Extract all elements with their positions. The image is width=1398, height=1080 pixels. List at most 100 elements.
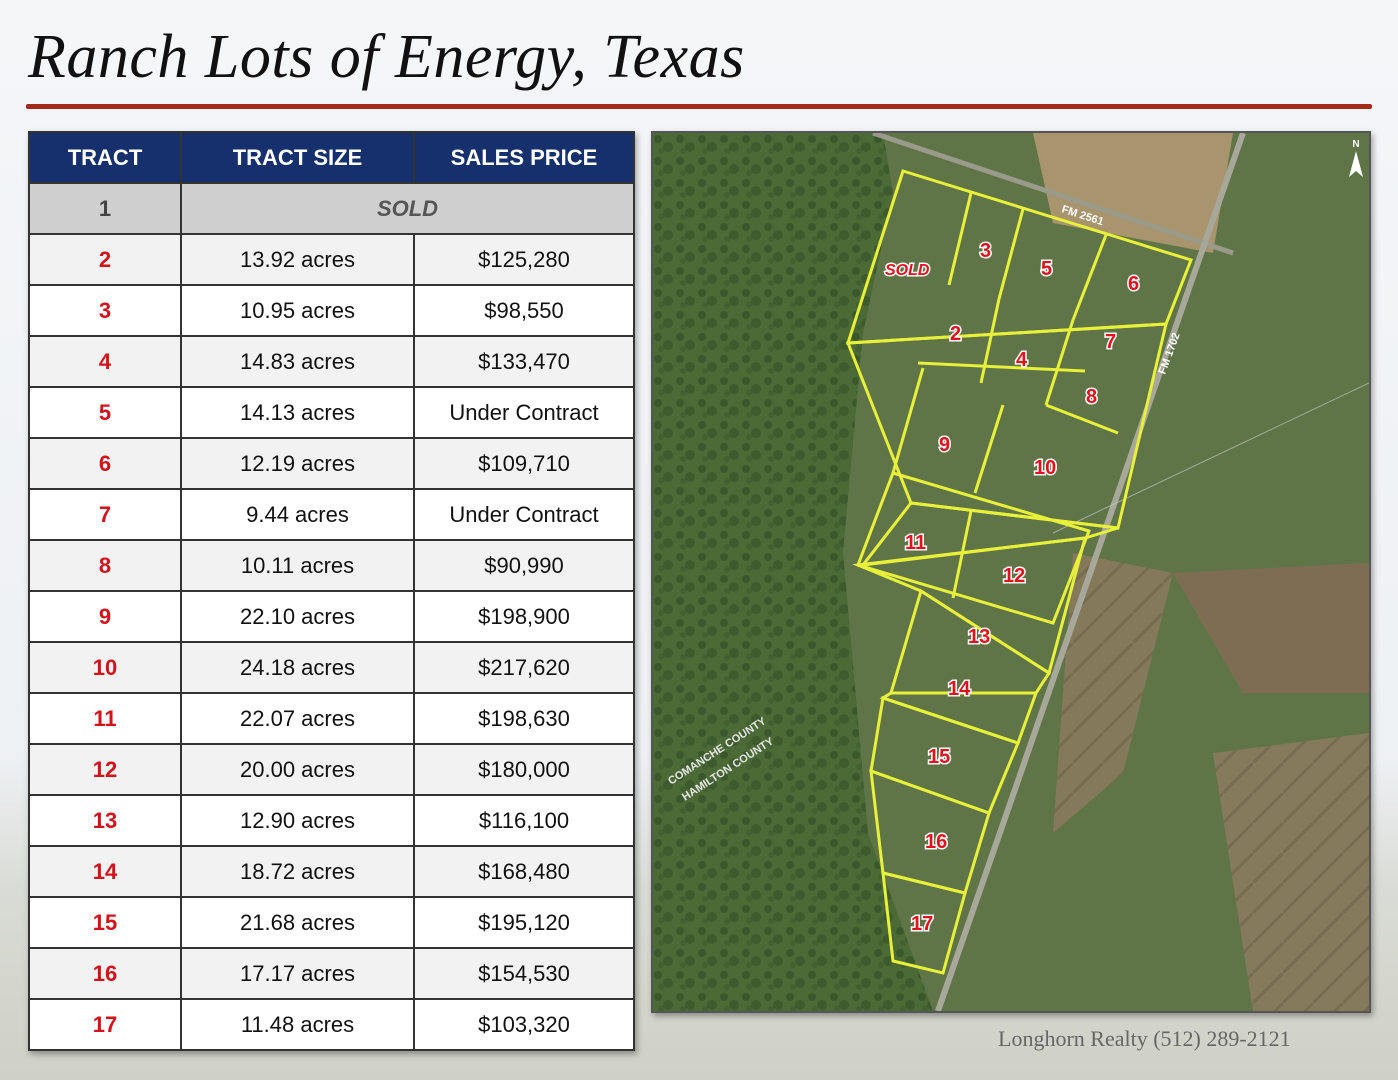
map-label-tract-9: 9 <box>939 434 950 456</box>
tract-number: 4 <box>28 335 182 388</box>
tract-number: 15 <box>28 896 182 949</box>
tract-number-labels: SOLD 2 3 4 5 6 7 8 9 10 11 12 13 14 15 1… <box>884 239 1141 937</box>
table-row: 5 14.13 acres Under Contract <box>28 386 635 439</box>
table-row: 9 22.10 acres $198,900 <box>28 590 635 643</box>
map-label-tract-15: 15 <box>928 746 950 768</box>
map-label-tract-12: 12 <box>1003 565 1025 587</box>
sales-price: $168,480 <box>413 845 635 898</box>
table-row: 7 9.44 acres Under Contract <box>28 488 635 541</box>
sales-price: $195,120 <box>413 896 635 949</box>
tract-size: 14.13 acres <box>180 386 415 439</box>
table-row: 4 14.83 acres $133,470 <box>28 335 635 388</box>
tract-number: 6 <box>28 437 182 490</box>
map-svg: SOLD 2 3 4 5 6 7 8 9 10 11 12 13 14 15 1… <box>653 133 1369 1011</box>
tract-number: 17 <box>28 998 182 1051</box>
sales-price: $125,280 <box>413 233 635 286</box>
tract-size: 11.48 acres <box>180 998 415 1051</box>
tract-size: 18.72 acres <box>180 845 415 898</box>
map-label-tract-3: 3 <box>980 240 991 262</box>
tract-number: 5 <box>28 386 182 439</box>
field-north <box>1033 133 1233 253</box>
aerial-tract-map: SOLD 2 3 4 5 6 7 8 9 10 11 12 13 14 15 1… <box>651 131 1371 1013</box>
tract-size: 10.11 acres <box>180 539 415 592</box>
tract-price-table: TRACT TRACT SIZE SALES PRICE 1 SOLD 2 13.… <box>28 131 635 1051</box>
tract-number: 2 <box>28 233 182 286</box>
table-row: 8 10.11 acres $90,990 <box>28 539 635 592</box>
tract-size: 12.90 acres <box>180 794 415 847</box>
table-row: 16 17.17 acres $154,530 <box>28 947 635 1000</box>
tract-size: 12.19 acres <box>180 437 415 490</box>
tract-number: 14 <box>28 845 182 898</box>
sales-price: Under Contract <box>413 386 635 439</box>
map-label-tract-13: 13 <box>968 626 990 648</box>
tract-size: 17.17 acres <box>180 947 415 1000</box>
sales-price: $133,470 <box>413 335 635 388</box>
table-row: 11 22.07 acres $198,630 <box>28 692 635 745</box>
sales-price: $217,620 <box>413 641 635 694</box>
tract-size: 22.07 acres <box>180 692 415 745</box>
table-row: 10 24.18 acres $217,620 <box>28 641 635 694</box>
map-label-tract-8: 8 <box>1086 386 1097 408</box>
road-fm2561 <box>872 133 1234 256</box>
sold-status: SOLD <box>180 182 635 235</box>
tract-number: 10 <box>28 641 182 694</box>
tract-size: 14.83 acres <box>180 335 415 388</box>
tract-number: 3 <box>28 284 182 337</box>
header-tract: TRACT <box>28 131 182 184</box>
header-tract-size: TRACT SIZE <box>180 131 415 184</box>
table-header-row: TRACT TRACT SIZE SALES PRICE <box>28 131 635 184</box>
tract-size: 22.10 acres <box>180 590 415 643</box>
tract-size: 21.68 acres <box>180 896 415 949</box>
tract-size: 20.00 acres <box>180 743 415 796</box>
sales-price: $198,630 <box>413 692 635 745</box>
north-arrow-icon: N <box>1349 139 1363 177</box>
table-row: 13 12.90 acres $116,100 <box>28 794 635 847</box>
sales-price: $116,100 <box>413 794 635 847</box>
map-label-tract-17: 17 <box>911 913 933 935</box>
map-label-tract-7: 7 <box>1105 331 1116 353</box>
sales-price: $198,900 <box>413 590 635 643</box>
table-row: 1 SOLD <box>28 182 635 235</box>
field-east-2 <box>1173 563 1369 693</box>
tract-number: 11 <box>28 692 182 745</box>
sales-price: $103,320 <box>413 998 635 1051</box>
tract-number: 8 <box>28 539 182 592</box>
tract-number: 1 <box>28 182 182 235</box>
sold-map-label: SOLD <box>885 262 930 279</box>
title-divider <box>26 104 1372 109</box>
field-east-3 <box>1213 733 1369 1011</box>
map-label-tract-14: 14 <box>948 678 971 700</box>
sales-price: Under Contract <box>413 488 635 541</box>
map-label-tract-4: 4 <box>1016 349 1028 371</box>
road-fm1702 <box>935 133 1246 1011</box>
sales-price: $180,000 <box>413 743 635 796</box>
tract-size: 9.44 acres <box>180 488 415 541</box>
tract-number: 16 <box>28 947 182 1000</box>
tract-size: 10.95 acres <box>180 284 415 337</box>
table-row: 6 12.19 acres $109,710 <box>28 437 635 490</box>
tract-number: 9 <box>28 590 182 643</box>
tract-size: 24.18 acres <box>180 641 415 694</box>
tract-size: 13.92 acres <box>180 233 415 286</box>
sales-price: $109,710 <box>413 437 635 490</box>
sales-price: $154,530 <box>413 947 635 1000</box>
table-row: 15 21.68 acres $195,120 <box>28 896 635 949</box>
tract-number: 13 <box>28 794 182 847</box>
svg-text:N: N <box>1352 139 1359 150</box>
map-label-tract-5: 5 <box>1041 258 1052 280</box>
tract-boundaries <box>845 169 1193 975</box>
map-label-tract-16: 16 <box>925 831 947 853</box>
table-row: 12 20.00 acres $180,000 <box>28 743 635 796</box>
table-row: 17 11.48 acres $103,320 <box>28 998 635 1051</box>
sales-price: $90,990 <box>413 539 635 592</box>
table-row: 2 13.92 acres $125,280 <box>28 233 635 286</box>
map-label-tract-6: 6 <box>1128 273 1139 295</box>
map-label-tract-10: 10 <box>1034 457 1056 479</box>
tract-number: 12 <box>28 743 182 796</box>
table-row: 3 10.95 acres $98,550 <box>28 284 635 337</box>
header-sales-price: SALES PRICE <box>413 131 635 184</box>
map-label-tract-11: 11 <box>905 532 926 554</box>
realty-contact: Longhorn Realty (512) 289-2121 <box>998 1026 1291 1051</box>
map-label-tract-2: 2 <box>950 323 961 345</box>
tract-number: 7 <box>28 488 182 541</box>
